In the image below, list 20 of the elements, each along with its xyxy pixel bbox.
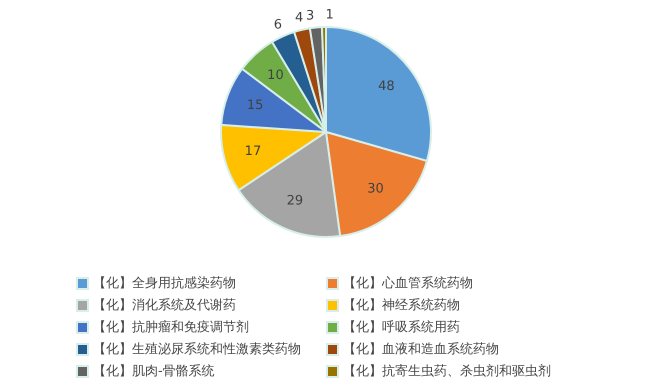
data-label: 3: [306, 8, 314, 24]
data-label: 1: [325, 7, 334, 22]
data-label: 10: [267, 68, 284, 84]
legend-label: 【化】全身用抗感染药物: [93, 275, 236, 292]
legend-label: 【化】抗肿瘤和免疫调节剂: [93, 319, 249, 336]
legend-label: 【化】生殖泌尿系统和性激素类药物: [93, 341, 301, 358]
data-label: 15: [246, 98, 264, 113]
data-label: 30: [367, 182, 384, 197]
legend-label: 【化】神经系统药物: [343, 297, 460, 314]
data-label: 29: [286, 193, 304, 208]
data-label: 6: [274, 18, 282, 33]
data-label: 4: [295, 10, 304, 26]
legend-label: 【化】抗寄生虫药、杀虫剂和驱虫剂: [343, 363, 551, 380]
legend-label: 【化】心血管系统药物: [343, 275, 473, 292]
data-label: 17: [244, 144, 262, 159]
data-label: 48: [378, 78, 395, 94]
legend-label: 【化】血液和造血系统药物: [343, 341, 499, 358]
legend-label: 【化】消化系统及代谢药: [93, 297, 236, 314]
legend-label: 【化】肌肉-骨骼系统: [93, 363, 215, 380]
legend-label: 【化】呼吸系统用药: [343, 319, 460, 336]
